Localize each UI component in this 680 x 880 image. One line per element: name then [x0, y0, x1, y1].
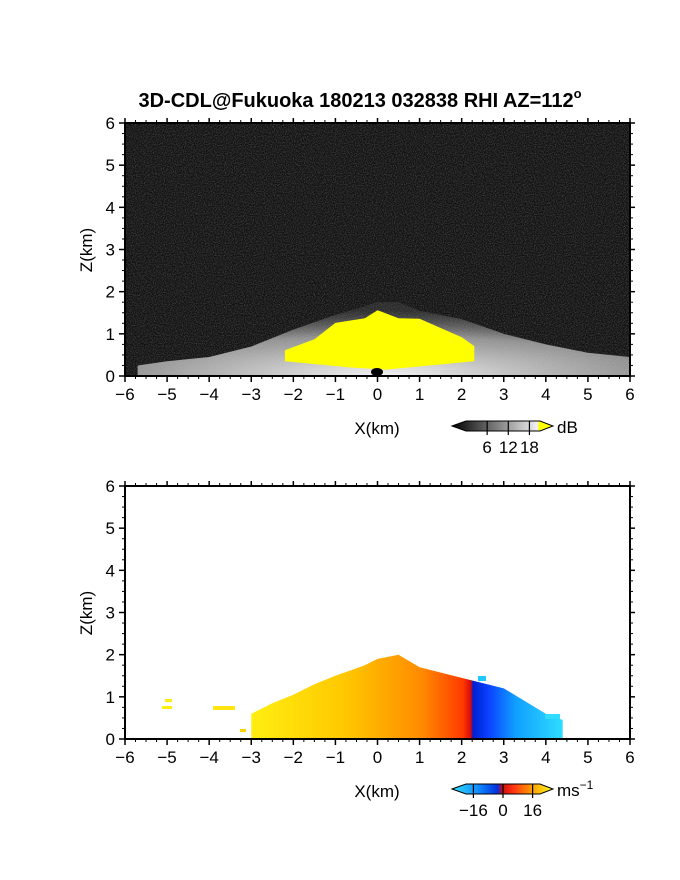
y-tick-label: 1 — [106, 688, 115, 707]
x-tick-label: −3 — [242, 385, 261, 404]
y-tick-label: 6 — [106, 114, 115, 133]
y-tick-label: 3 — [106, 241, 115, 260]
colorbar-tick-label: 0 — [498, 801, 507, 820]
colorbar-velocity-unit: ms−1 — [557, 778, 594, 800]
x-tick-label: 0 — [373, 385, 382, 404]
colorbar-tick-label: 12 — [499, 438, 518, 457]
y-tick-label: 4 — [106, 561, 115, 580]
colorbar-tick-label: 18 — [520, 438, 539, 457]
velocity-fragment — [240, 729, 246, 732]
x-tick-label: −5 — [157, 385, 176, 404]
x-tick-label: −3 — [242, 748, 261, 767]
x-tick-label: −2 — [284, 748, 303, 767]
colorbar-tick-label: −16 — [459, 801, 488, 820]
x-tick-label: 1 — [415, 748, 424, 767]
colorbar-tick-label: 16 — [523, 801, 542, 820]
x-tick-label: 0 — [373, 748, 382, 767]
x-tick-label: −6 — [115, 385, 134, 404]
colorbar-tick-label: 6 — [482, 438, 491, 457]
x-tick-label: 5 — [583, 385, 592, 404]
y-tick-label: 1 — [106, 325, 115, 344]
x-tick-label: −5 — [157, 748, 176, 767]
x-tick-label: 2 — [457, 385, 466, 404]
axes-intensity: −6 −5 −4 −3 −2 −1 0 1 2 3 4 5 6 0 1 2 3 4 5 6 — [106, 114, 635, 404]
velocity-fragment — [162, 706, 172, 709]
velocity-fragment — [478, 676, 486, 681]
y-tick-label: 5 — [106, 156, 115, 175]
y-tick-label: 0 — [106, 730, 115, 749]
title-superscript: o — [574, 86, 582, 101]
x-tick-label: 3 — [499, 748, 508, 767]
x-tick-label: 6 — [625, 748, 634, 767]
x-tick-label: −6 — [115, 748, 134, 767]
x-tick-label: 1 — [415, 385, 424, 404]
axes-velocity: −6 −5 −4 −3 −2 −1 0 1 2 3 4 5 6 0 1 2 3 4 5 6 — [106, 477, 635, 767]
y-axis-label-velocity: Z(km) — [77, 591, 96, 635]
colorbar-velocity-unit-superscript: −1 — [580, 778, 594, 792]
x-axis-label-intensity: X(km) — [354, 419, 399, 438]
x-tick-label: 4 — [541, 748, 550, 767]
chart-title: 3D-CDL@Fukuoka 180213 032838 RHI AZ=112o — [138, 86, 581, 112]
y-tick-label: 3 — [106, 604, 115, 623]
colorbar-intensity-ticks: 6 12 18 — [482, 421, 539, 457]
colorbar-intensity-unit: dB — [557, 418, 578, 437]
colorbar-intensity-ramp — [450, 420, 555, 432]
x-tick-label: 2 — [457, 748, 466, 767]
y-tick-label: 2 — [106, 646, 115, 665]
velocity-fragment — [213, 706, 235, 710]
x-tick-label: 3 — [499, 385, 508, 404]
y-tick-label: 5 — [106, 519, 115, 538]
colorbar-velocity-ticks: −16 0 16 — [459, 784, 542, 820]
x-tick-label: 5 — [583, 748, 592, 767]
high-intensity-region — [284, 310, 475, 370]
x-tick-label: −1 — [326, 385, 345, 404]
y-axis-label-intensity: Z(km) — [77, 228, 96, 272]
x-axis-label-velocity: X(km) — [354, 782, 399, 801]
y-tick-label: 2 — [106, 283, 115, 302]
y-tick-label: 0 — [106, 367, 115, 386]
velocity-fragment — [545, 714, 560, 719]
x-tick-label: 4 — [541, 385, 550, 404]
radar-site-marker — [371, 368, 383, 376]
y-tick-label: 4 — [106, 198, 115, 217]
x-tick-label: −2 — [284, 385, 303, 404]
y-tick-label: 6 — [106, 477, 115, 496]
velocity-region — [251, 654, 563, 739]
x-tick-label: −1 — [326, 748, 345, 767]
velocity-fragment — [165, 699, 172, 702]
colorbar-velocity: −16 0 16 ms−1 — [450, 778, 594, 820]
panel-velocity: −6 −5 −4 −3 −2 −1 0 1 2 3 4 5 6 0 1 2 3 4 5 6 X(km) Z(km) −… — [77, 477, 635, 820]
x-tick-label: −4 — [199, 385, 218, 404]
x-tick-label: −4 — [199, 748, 218, 767]
x-tick-label: 6 — [625, 385, 634, 404]
colorbar-intensity: 6 12 18 dB — [450, 418, 578, 457]
